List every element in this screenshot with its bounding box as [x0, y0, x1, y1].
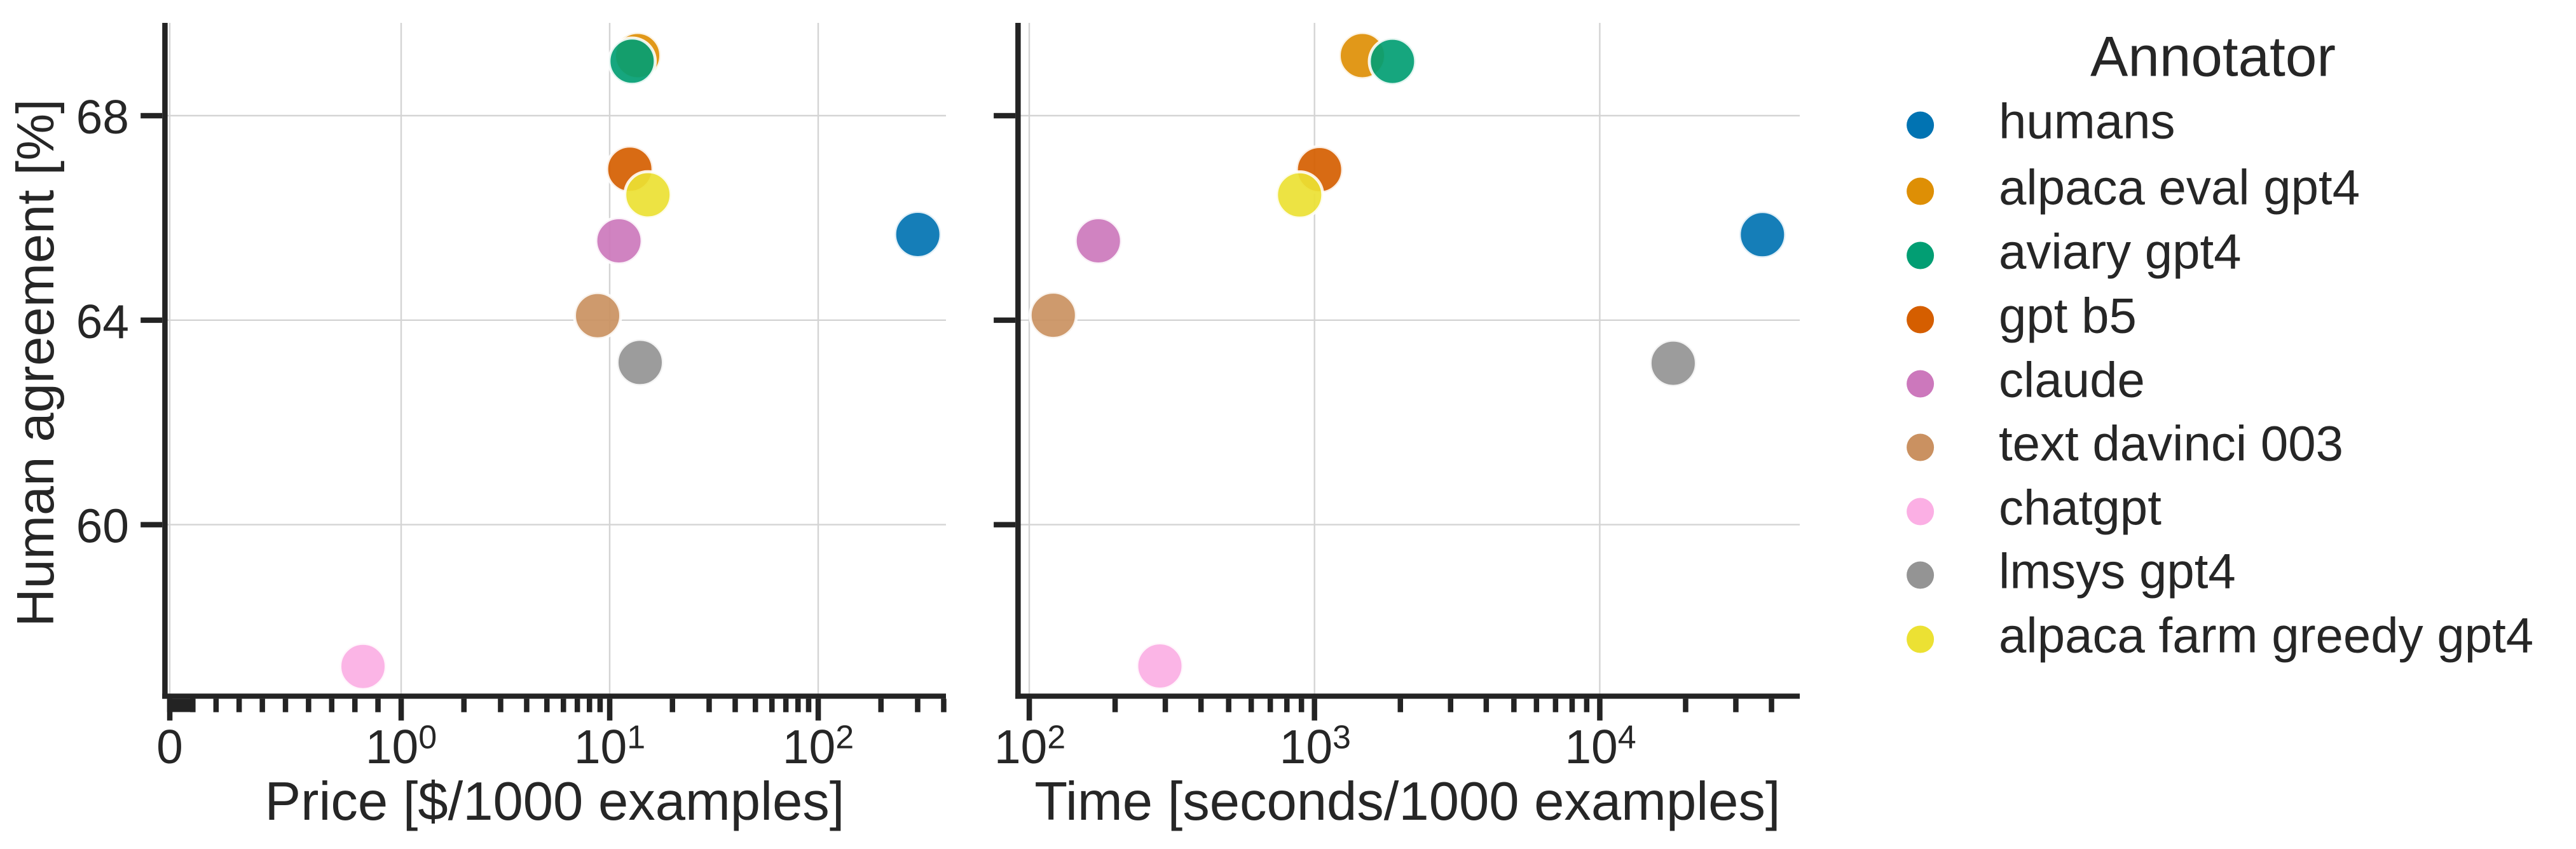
svg-text:Time [seconds/1000 examples]: Time [seconds/1000 examples]	[1034, 771, 1780, 832]
svg-text:Price [$/1000 examples]: Price [$/1000 examples]	[264, 771, 844, 832]
svg-text:text davinci 003: text davinci 003	[1999, 416, 2343, 472]
svg-text:68: 68	[76, 90, 129, 144]
svg-text:gpt b5: gpt b5	[1999, 288, 2137, 344]
svg-text:humans: humans	[1999, 93, 2175, 149]
svg-text:alpaca eval gpt4: alpaca eval gpt4	[1999, 160, 2360, 215]
svg-text:Human agreement [%]: Human agreement [%]	[6, 99, 65, 627]
svg-text:chatgpt: chatgpt	[1999, 480, 2162, 536]
svg-text:claude: claude	[1999, 352, 2145, 408]
svg-text:60: 60	[76, 499, 129, 553]
svg-text:alpaca farm greedy gpt4: alpaca farm greedy gpt4	[1999, 608, 2533, 663]
svg-text:lmsys gpt4: lmsys gpt4	[1999, 543, 2236, 599]
svg-text:aviary gpt4: aviary gpt4	[1999, 224, 2242, 280]
svg-text:0: 0	[156, 720, 183, 773]
svg-text:Annotator: Annotator	[2090, 25, 2336, 88]
svg-text:64: 64	[76, 295, 129, 348]
